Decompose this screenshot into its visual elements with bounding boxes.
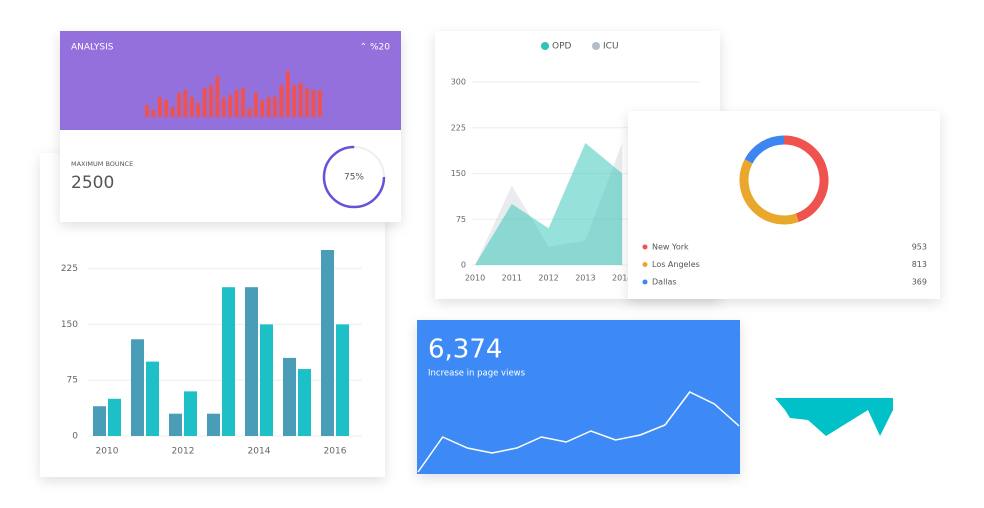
legend-value: 369 — [912, 278, 927, 287]
legend-label: OPD — [552, 42, 572, 52]
bar — [222, 287, 235, 436]
bar — [184, 391, 197, 436]
legend-dot — [642, 262, 648, 267]
bar — [292, 85, 297, 117]
bar — [177, 93, 181, 117]
bar — [260, 324, 273, 436]
decoration — [775, 398, 893, 436]
legend-dot — [642, 279, 648, 285]
bar — [145, 105, 149, 117]
bar — [253, 93, 258, 117]
bar — [170, 107, 175, 117]
subtitle: Increase in page views — [428, 369, 526, 379]
annotation: ⌃ %20 — [360, 43, 391, 53]
donut-card: New York 953 Los Angeles 813 Dallas 369 — [628, 111, 940, 299]
bar — [108, 398, 121, 436]
analysis-card: ANALYSIS ⌃ %20 — [60, 31, 401, 222]
bar — [298, 369, 311, 436]
legend-label: Los Angeles — [652, 260, 700, 269]
bar — [209, 85, 213, 117]
gauge-arc — [322, 145, 386, 209]
bar — [266, 97, 271, 117]
legend-label: ICU — [603, 42, 619, 52]
bar — [157, 97, 162, 117]
bar — [283, 357, 296, 436]
x-tick-label: 2011 — [502, 274, 522, 283]
line-card: 6,374 Increase in page views — [417, 320, 740, 474]
bar — [311, 90, 316, 117]
bar — [215, 76, 220, 117]
y-tick-label: 300 — [451, 78, 466, 87]
x-tick-label: 2010 — [96, 447, 119, 457]
bar — [305, 88, 309, 117]
bar — [228, 95, 233, 117]
card-title: ANALYSIS — [71, 43, 114, 53]
donut-segment — [783, 135, 829, 222]
line — [417, 391, 740, 473]
bar — [273, 97, 277, 117]
bar — [196, 103, 201, 117]
x-tick-label: 2014 — [248, 447, 271, 457]
bar — [189, 97, 194, 117]
y-tick-label: 75 — [456, 215, 466, 224]
donut-segment — [739, 159, 799, 225]
x-tick-label: 2013 — [575, 274, 595, 283]
line-clip — [417, 391, 740, 473]
legend-value: 953 — [912, 243, 927, 252]
x-tick-label: 2016 — [324, 447, 347, 457]
bar — [285, 71, 290, 117]
gauge-label: 75% — [344, 173, 364, 183]
y-tick-label: 225 — [451, 123, 466, 132]
donut-segment — [744, 135, 785, 164]
bar — [131, 339, 144, 436]
bar — [183, 90, 188, 117]
x-tick-label: 2012 — [538, 274, 558, 283]
bar — [234, 90, 239, 117]
y-tick-label: 225 — [61, 264, 78, 274]
y-tick-label: 150 — [61, 320, 78, 330]
bar — [336, 324, 349, 436]
big-number: 6,374 — [428, 335, 502, 365]
bar — [146, 361, 159, 436]
bar — [260, 100, 265, 117]
bar — [247, 108, 252, 117]
legend-dot — [541, 42, 549, 50]
bar — [93, 406, 106, 436]
bar — [298, 83, 303, 117]
bar — [317, 90, 322, 117]
y-tick-label: 0 — [461, 261, 466, 270]
y-tick-label: 0 — [72, 432, 78, 442]
metric-value: 2500 — [71, 173, 114, 193]
bar — [241, 88, 245, 117]
bar — [279, 85, 284, 117]
bar — [202, 88, 207, 117]
x-tick-label: 2010 — [465, 274, 485, 283]
legend-value: 813 — [912, 260, 927, 269]
metric-title: MAXIMUM BOUNCE — [71, 160, 133, 168]
legend-label: New York — [652, 243, 689, 252]
bar — [221, 98, 226, 117]
gauge-block: MAXIMUM BOUNCE 2500 75% — [71, 145, 386, 209]
bar — [164, 100, 169, 117]
y-tick-label: 75 — [67, 376, 78, 386]
bar — [169, 413, 182, 436]
bar — [207, 413, 220, 436]
bar — [245, 287, 258, 436]
bar — [151, 110, 156, 117]
x-tick-label: 2012 — [172, 447, 195, 457]
y-tick-label: 150 — [451, 169, 466, 178]
x-tick-label: 2014 — [612, 274, 632, 283]
legend-dot — [642, 244, 648, 250]
legend-label: Dallas — [652, 278, 677, 287]
area — [475, 143, 623, 265]
legend-dot — [592, 42, 600, 50]
bar — [321, 250, 334, 436]
